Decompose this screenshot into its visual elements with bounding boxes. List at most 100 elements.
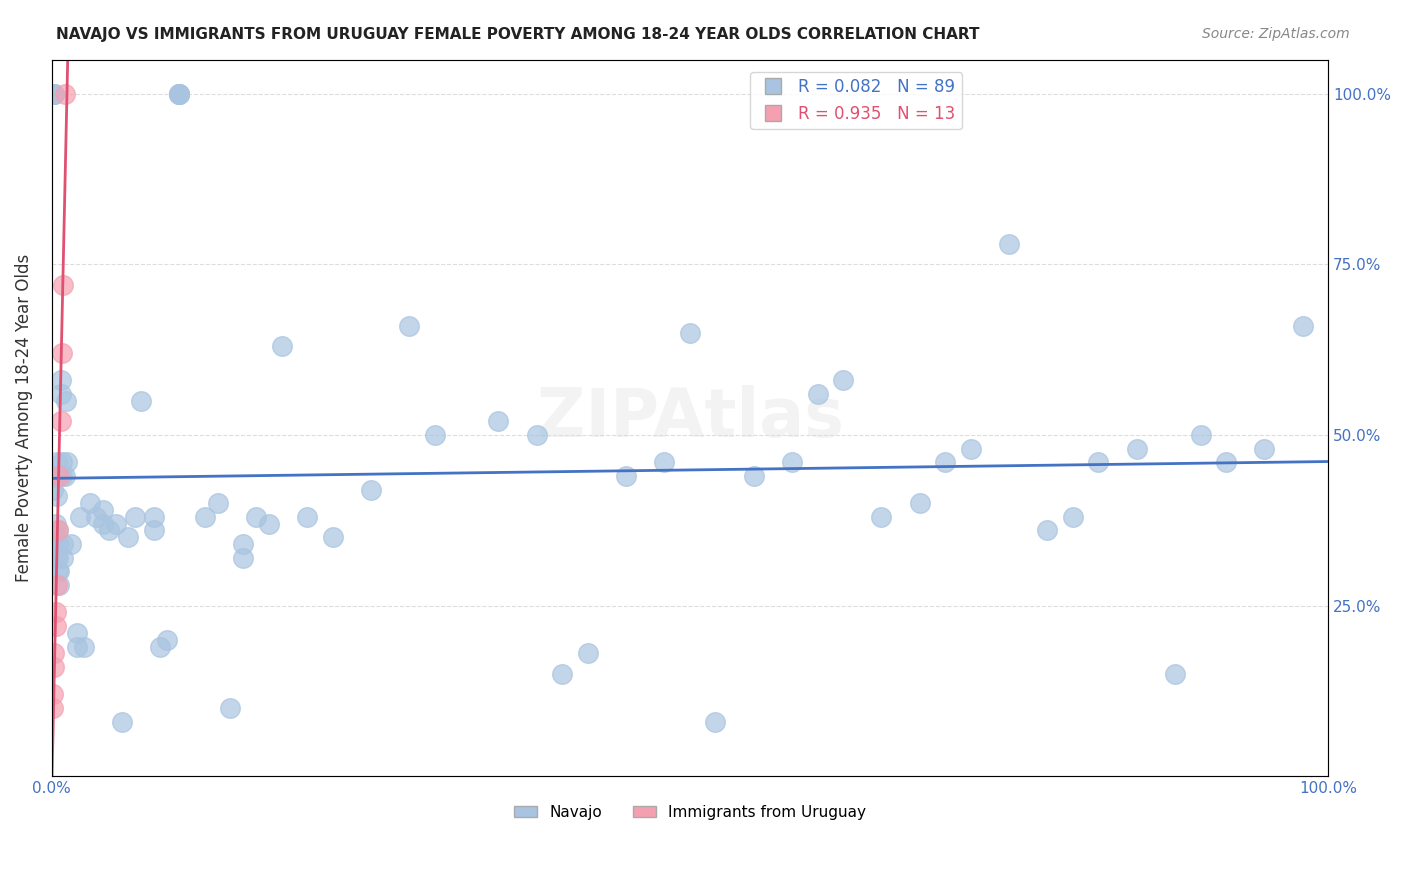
Point xyxy=(45,530,67,544)
Point xyxy=(46,537,69,551)
Point xyxy=(908,496,931,510)
Point xyxy=(111,714,134,729)
Point xyxy=(488,414,510,428)
Point xyxy=(1125,442,1147,456)
Point xyxy=(98,524,121,538)
Point xyxy=(91,503,114,517)
Point xyxy=(45,489,67,503)
Point xyxy=(49,387,72,401)
Text: NAVAJO VS IMMIGRANTS FROM URUGUAY FEMALE POVERTY AMONG 18-24 YEAR OLDS CORRELATI: NAVAJO VS IMMIGRANTS FROM URUGUAY FEMALE… xyxy=(56,27,980,42)
Point xyxy=(45,516,67,531)
Point xyxy=(86,509,108,524)
Point xyxy=(66,640,89,654)
Point xyxy=(124,509,146,524)
Text: Source: ZipAtlas.com: Source: ZipAtlas.com xyxy=(1202,27,1350,41)
Point xyxy=(780,455,803,469)
Point xyxy=(832,373,855,387)
Point xyxy=(806,387,828,401)
Point xyxy=(959,442,981,456)
Point xyxy=(45,578,67,592)
Point xyxy=(91,516,114,531)
Point xyxy=(45,469,67,483)
Point xyxy=(48,578,70,592)
Point xyxy=(42,469,65,483)
Point xyxy=(1189,428,1212,442)
Point xyxy=(1253,442,1275,456)
Point xyxy=(934,455,956,469)
Point xyxy=(59,537,82,551)
Point xyxy=(42,483,65,497)
Point xyxy=(398,318,420,333)
Point xyxy=(194,509,217,524)
Point xyxy=(46,524,69,538)
Point xyxy=(48,565,70,579)
Point xyxy=(73,640,96,654)
Point xyxy=(270,339,292,353)
Point xyxy=(52,277,75,292)
Point xyxy=(48,469,70,483)
Point xyxy=(45,455,67,469)
Point xyxy=(169,87,191,101)
Point xyxy=(257,516,280,531)
Point xyxy=(1062,509,1084,524)
Point xyxy=(49,414,72,428)
Point xyxy=(679,326,702,340)
Point xyxy=(1036,524,1059,538)
Point xyxy=(45,619,67,633)
Point xyxy=(526,428,548,442)
Point xyxy=(117,530,139,544)
Point xyxy=(156,632,179,647)
Point xyxy=(46,565,69,579)
Point xyxy=(46,524,69,538)
Point xyxy=(51,469,73,483)
Point xyxy=(46,550,69,565)
Point xyxy=(53,469,76,483)
Point xyxy=(1087,455,1109,469)
Point xyxy=(44,87,66,101)
Point xyxy=(52,550,75,565)
Point xyxy=(55,393,77,408)
Point xyxy=(295,509,318,524)
Point xyxy=(45,550,67,565)
Point xyxy=(42,701,65,715)
Point xyxy=(53,87,76,101)
Point xyxy=(69,509,91,524)
Point xyxy=(322,530,344,544)
Point xyxy=(1164,666,1187,681)
Point xyxy=(44,660,66,674)
Point xyxy=(44,87,66,101)
Point xyxy=(169,87,191,101)
Legend: Navajo, Immigrants from Uruguay: Navajo, Immigrants from Uruguay xyxy=(508,798,872,826)
Point xyxy=(142,509,165,524)
Point xyxy=(704,714,727,729)
Point xyxy=(423,428,446,442)
Text: ZIPAtlas: ZIPAtlas xyxy=(537,384,844,450)
Point xyxy=(551,666,574,681)
Y-axis label: Female Poverty Among 18-24 Year Olds: Female Poverty Among 18-24 Year Olds xyxy=(15,253,32,582)
Point xyxy=(56,455,79,469)
Point xyxy=(1291,318,1313,333)
Point xyxy=(207,496,229,510)
Point xyxy=(998,236,1021,251)
Point xyxy=(742,469,765,483)
Point xyxy=(49,373,72,387)
Point xyxy=(42,687,65,701)
Point xyxy=(576,646,599,660)
Point xyxy=(51,346,73,360)
Point xyxy=(52,537,75,551)
Point xyxy=(654,455,676,469)
Point xyxy=(45,606,67,620)
Point xyxy=(169,87,191,101)
Point xyxy=(142,524,165,538)
Point xyxy=(149,640,172,654)
Point xyxy=(79,496,101,510)
Point xyxy=(232,550,254,565)
Point xyxy=(44,87,66,101)
Point xyxy=(45,530,67,544)
Point xyxy=(219,701,242,715)
Point xyxy=(104,516,127,531)
Point xyxy=(44,646,66,660)
Point xyxy=(614,469,637,483)
Point xyxy=(1215,455,1237,469)
Point xyxy=(169,87,191,101)
